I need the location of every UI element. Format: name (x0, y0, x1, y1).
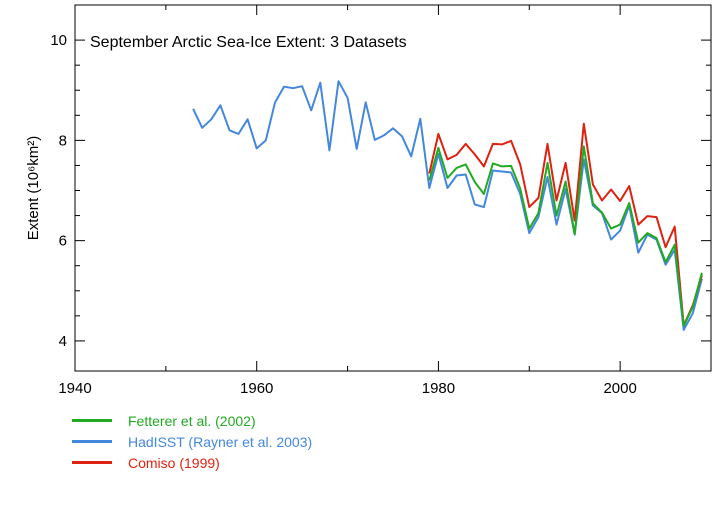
y-tick-label: 8 (59, 132, 67, 149)
x-tick-label: 1980 (422, 380, 455, 397)
x-tick-label: 2000 (603, 380, 636, 397)
y-tick-label: 10 (50, 32, 67, 49)
series-lines (192, 80, 703, 331)
series-line-0 (428, 145, 703, 327)
legend-label-hadisst: HadISST (Rayner et al. 2003) (128, 433, 313, 450)
legend: Fetterer et al. (2002) HadISST (Rayner e… (72, 410, 312, 473)
series-line-1 (192, 80, 703, 331)
y-tick-label: 6 (59, 233, 67, 250)
legend-label-fetterer: Fetterer et al. (2002) (128, 412, 256, 429)
legend-label-comiso: Comiso (1999) (128, 454, 220, 471)
x-tick-label: 1940 (58, 380, 91, 397)
legend-swatch-fetterer (72, 419, 112, 422)
y-tick-label: 4 (59, 333, 67, 350)
legend-item-hadisst: HadISST (Rayner et al. 2003) (72, 431, 312, 452)
legend-swatch-hadisst (72, 440, 112, 443)
y-axis-label: Extent (10⁶km²) (25, 136, 42, 241)
legend-item-fetterer: Fetterer et al. (2002) (72, 410, 312, 431)
legend-item-comiso: Comiso (1999) (72, 452, 312, 473)
x-tick-label: 1960 (240, 380, 273, 397)
y-axis: 4 6 8 10 (50, 32, 711, 350)
plot-frame (74, 4, 712, 372)
x-axis: 1940 1960 1980 2000 (58, 5, 712, 397)
legend-swatch-comiso (72, 461, 112, 464)
chart-title: September Arctic Sea-Ice Extent: 3 Datas… (90, 34, 407, 51)
series-line-2 (428, 122, 703, 327)
